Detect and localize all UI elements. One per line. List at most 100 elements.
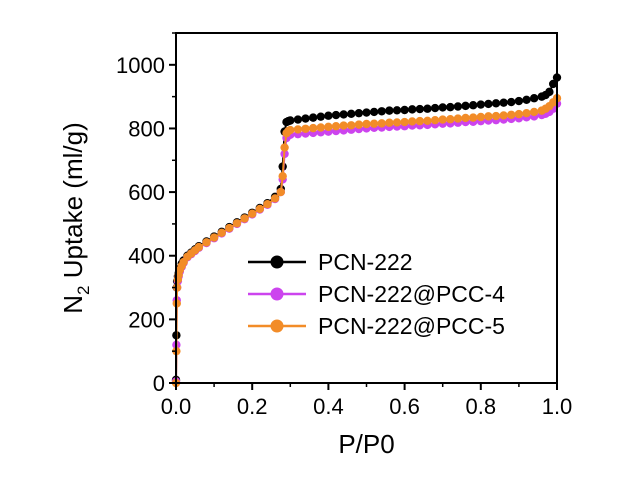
data-point	[522, 108, 531, 118]
data-point	[423, 116, 432, 126]
data-point	[514, 109, 524, 119]
legend-label: PCN-222	[318, 249, 413, 275]
data-point	[499, 111, 508, 120]
legend-item: PCN-222@PCC-4	[248, 281, 505, 307]
data-point	[276, 187, 285, 197]
data-point	[280, 143, 289, 152]
y-tick-label: 600	[128, 180, 165, 205]
data-point	[354, 108, 364, 118]
x-tick-label: 0.0	[161, 394, 192, 419]
data-point	[484, 99, 493, 109]
data-point	[324, 122, 333, 132]
data-point	[484, 112, 493, 121]
data-point	[522, 95, 531, 105]
legend-label: PCN-222@PCC-5	[318, 313, 505, 339]
data-point	[415, 104, 425, 114]
y-axis-title-rest: Uptake (ml/g)	[58, 122, 88, 285]
data-point	[225, 223, 234, 233]
x-tick-label: 0.2	[237, 394, 268, 419]
data-point	[461, 101, 470, 111]
data-point	[385, 118, 394, 127]
data-point	[507, 110, 516, 119]
data-point	[308, 113, 318, 122]
data-point	[446, 115, 455, 124]
y-axis-title: N2 Uptake (ml/g)	[58, 122, 93, 314]
data-point	[438, 115, 447, 124]
data-point	[453, 102, 463, 111]
data-point	[255, 204, 265, 214]
data-point	[369, 107, 379, 117]
data-point	[408, 105, 417, 114]
y-tick-label: 400	[128, 244, 165, 269]
data-point	[468, 113, 478, 122]
data-point	[263, 199, 272, 209]
data-point	[347, 121, 356, 130]
data-point	[286, 125, 295, 135]
data-point	[507, 97, 516, 107]
data-point	[400, 105, 409, 115]
data-point	[453, 114, 463, 123]
data-point	[400, 117, 409, 127]
data-point	[232, 219, 242, 228]
ticks-layer: 0.0 0.2 0.4 0.6 0.8 1.0 0 200 400 600 800 1000	[116, 32, 573, 419]
x-tick-label: 0.6	[389, 394, 420, 419]
data-point	[202, 238, 211, 247]
legend-item: PCN-222	[248, 249, 413, 275]
data-point	[293, 125, 303, 134]
y-tick-label: 0	[153, 371, 165, 396]
series-layer	[171, 73, 562, 388]
data-point	[301, 114, 310, 123]
data-point	[248, 209, 257, 218]
data-point	[286, 116, 295, 125]
data-point	[461, 113, 470, 123]
data-point	[278, 171, 287, 181]
legend-marker	[270, 255, 284, 269]
data-point	[408, 117, 417, 126]
data-point	[362, 108, 371, 117]
legend-marker	[270, 319, 284, 333]
data-point	[217, 228, 226, 238]
y-axis-title-main: N	[58, 295, 88, 314]
data-point	[362, 119, 371, 129]
data-point	[468, 101, 478, 110]
data-point	[491, 111, 501, 121]
data-point	[194, 242, 204, 252]
data-point	[430, 115, 440, 125]
data-point	[324, 111, 333, 120]
y-tick-label: 800	[128, 116, 165, 141]
data-point	[377, 119, 386, 128]
data-point	[514, 96, 524, 106]
data-point	[438, 103, 447, 112]
data-point	[240, 214, 249, 223]
data-point	[308, 123, 318, 133]
data-point	[347, 109, 356, 119]
data-point	[369, 119, 379, 128]
data-point	[316, 112, 325, 121]
data-point	[331, 110, 341, 120]
data-point	[339, 110, 348, 119]
data-point	[354, 120, 364, 129]
data-point	[476, 112, 485, 122]
data-point	[529, 107, 539, 117]
y-tick-label: 1000	[116, 53, 165, 78]
data-point	[339, 121, 348, 130]
data-point	[415, 116, 425, 126]
data-point	[529, 94, 539, 103]
data-point	[331, 122, 341, 131]
data-point	[377, 107, 386, 116]
data-point	[316, 123, 325, 132]
y-tick-label: 200	[128, 307, 165, 332]
data-point	[392, 106, 402, 115]
data-point	[548, 79, 558, 89]
legend-label: PCN-222@PCC-4	[318, 281, 505, 307]
data-point	[423, 104, 432, 113]
data-point	[476, 100, 485, 109]
data-point	[209, 233, 219, 242]
data-point	[392, 118, 402, 127]
data-point	[545, 87, 554, 97]
plot-area	[171, 73, 562, 388]
x-tick-label: 0.4	[313, 394, 344, 419]
x-tick-label: 1.0	[542, 394, 573, 419]
